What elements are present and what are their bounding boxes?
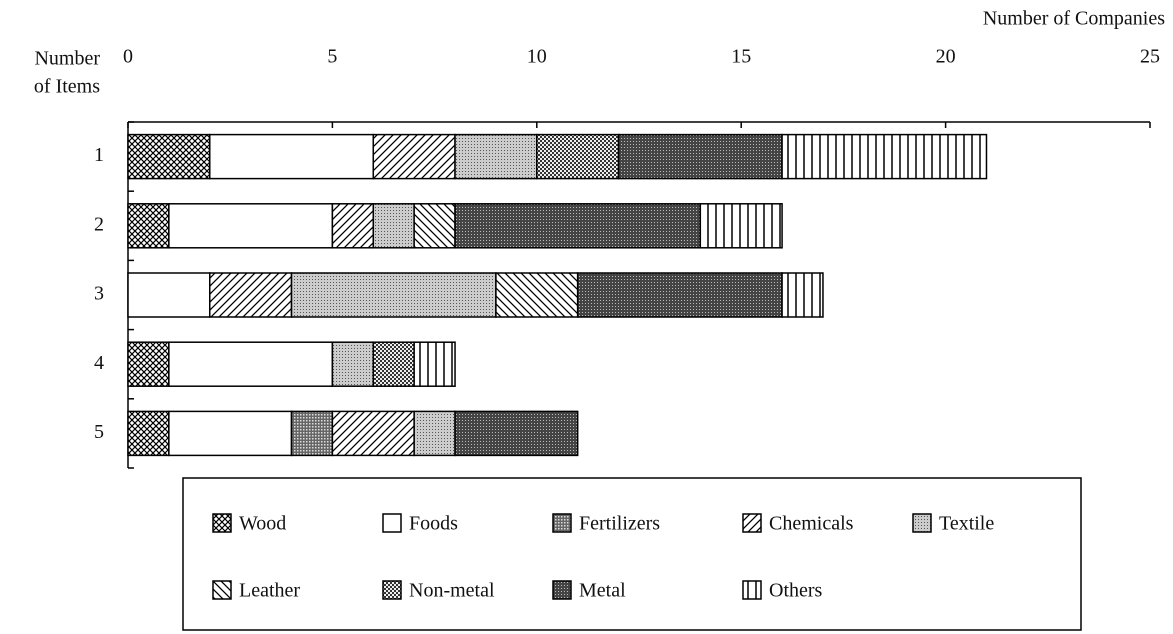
- y-tick-label: 3: [94, 283, 104, 305]
- bar-segment: [127, 410, 170, 457]
- legend-swatch: [552, 513, 572, 533]
- legend-swatch: [912, 513, 932, 533]
- legend-label: Wood: [239, 513, 286, 535]
- legend-label: Chemicals: [769, 513, 854, 535]
- legend-label: Fertilizers: [579, 513, 660, 535]
- bar-segment: [413, 203, 456, 249]
- bar-segment: [454, 410, 579, 457]
- bar-segment: [536, 133, 620, 180]
- bar-segment: [495, 272, 579, 318]
- legend-swatch: [382, 580, 402, 600]
- bar-segment: [127, 133, 211, 180]
- legend-swatch: [382, 513, 402, 533]
- y-tick-label: 2: [94, 213, 104, 235]
- legend-label: Non-metal: [409, 580, 495, 602]
- x-tick-label: 0: [123, 46, 133, 68]
- y-tick-label: 4: [94, 352, 104, 374]
- bar-segment: [290, 272, 497, 318]
- legend-label: Metal: [579, 580, 626, 602]
- y-tick-label: 1: [94, 144, 104, 166]
- legend-box: [182, 477, 1082, 631]
- y-axis-label: Number: [34, 48, 100, 70]
- bar-segment: [209, 272, 293, 318]
- legend-swatch: [742, 580, 762, 600]
- bar-segment: [331, 203, 375, 249]
- bar-segment: [372, 203, 415, 249]
- legend-label: Textile: [939, 513, 994, 535]
- bar-segment: [372, 341, 415, 387]
- bar-segment: [168, 341, 334, 387]
- legend-swatch: [552, 580, 572, 600]
- bar-segment: [127, 341, 170, 387]
- legend-label: Others: [769, 580, 823, 602]
- bar-segment: [209, 133, 375, 180]
- x-tick-label: 10: [527, 46, 547, 68]
- bar-segment: [699, 203, 783, 249]
- bar-segment: [168, 203, 334, 249]
- bar-segment: [781, 133, 988, 180]
- legend-label: Leather: [239, 580, 300, 602]
- bar-segment: [127, 272, 211, 318]
- bar-segment: [168, 410, 293, 457]
- bar-segment: [372, 133, 456, 180]
- x-tick-label: 25: [1140, 46, 1160, 68]
- legend-swatch: [212, 580, 232, 600]
- y-tick-label: 5: [94, 421, 104, 443]
- legend-swatch: [742, 513, 762, 533]
- bar-segment: [413, 410, 456, 457]
- x-tick-label: 15: [731, 46, 751, 68]
- bar-segment: [290, 410, 334, 457]
- y-axis-label: of Items: [34, 76, 100, 98]
- bar-segment: [413, 341, 456, 387]
- bar-segment: [781, 272, 824, 318]
- bar-segment: [331, 410, 415, 457]
- x-axis-label: Number of Companies: [983, 8, 1165, 30]
- bar-segment: [331, 341, 375, 387]
- legend-label: Foods: [409, 513, 458, 535]
- bar-segment: [454, 203, 702, 249]
- bar-segment: [576, 272, 783, 318]
- bar-segment: [617, 133, 783, 180]
- legend-swatch: [212, 513, 232, 533]
- x-tick-label: 5: [327, 46, 337, 68]
- bar-segment: [127, 203, 170, 249]
- bar-segment: [454, 133, 538, 180]
- x-tick-label: 20: [936, 46, 956, 68]
